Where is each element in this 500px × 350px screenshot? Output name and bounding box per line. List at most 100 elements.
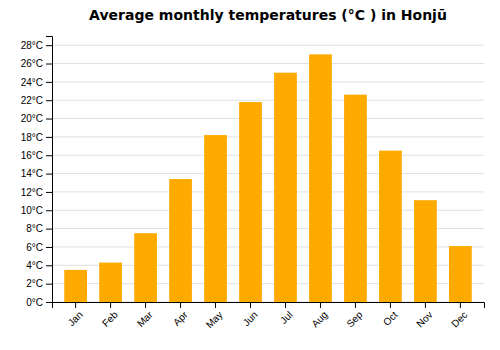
x-tick: Jan [66, 302, 85, 328]
bar [309, 54, 332, 302]
x-tick-label: Sep [344, 309, 365, 330]
grid-line [52, 118, 484, 119]
y-tick-mark [46, 284, 52, 285]
y-tick-mark [46, 229, 52, 230]
y-tick-mark [46, 45, 52, 46]
grid-line [52, 100, 484, 101]
y-tick: 22°C [21, 95, 52, 106]
y-tick-label: 8°C [26, 223, 43, 234]
plot: 0°C 2°C 4°C 6°C 8°C 10°C 12°C 14°C 16°C 18°C 20°C 2… [21, 37, 485, 331]
y-tick-mark [46, 155, 52, 156]
y-tick: 2°C [26, 278, 52, 289]
y-tick: 0°C [26, 297, 52, 308]
x-axis-line [53, 303, 485, 309]
x-tick: Aug [309, 302, 329, 329]
x-tick-mark [460, 302, 461, 308]
bar [239, 102, 262, 302]
y-tick-mark [46, 137, 52, 138]
x-tick: Jul [278, 302, 295, 326]
bar [414, 200, 437, 302]
bars [64, 54, 472, 302]
x-tick-label: Jun [241, 309, 260, 328]
y-tick-mark [46, 192, 52, 193]
x-tick-label: Oct [381, 309, 400, 328]
y-tick-label: 22°C [21, 95, 43, 106]
y-tick-mark [46, 64, 52, 65]
y-tick: 18°C [21, 132, 52, 143]
x-tick-label: Jul [278, 309, 295, 326]
x-tick-label: Nov [414, 309, 434, 329]
bar [99, 263, 122, 302]
x-tick-label: Jan [66, 309, 85, 328]
title: Average monthly temperatures (°C ) in Ho… [89, 7, 447, 23]
x-tick: Jun [241, 302, 260, 328]
grid-line [52, 45, 484, 46]
y-tick: 26°C [21, 58, 52, 69]
grid-line [52, 191, 484, 192]
y-tick-mark [46, 82, 52, 83]
bar [379, 151, 402, 302]
y-tick-label: 28°C [21, 40, 43, 51]
x-tick-mark [250, 302, 251, 308]
y-tick-label: 18°C [21, 132, 43, 143]
y-tick-mark [46, 119, 52, 120]
y-tick: 8°C [26, 223, 52, 234]
x-tick: Dec [449, 302, 469, 329]
y-tick: 16°C [21, 150, 52, 161]
x-tick: Oct [381, 302, 400, 328]
y-tick: 24°C [21, 77, 52, 88]
y-tick-label: 26°C [21, 58, 43, 69]
y-tick-label: 6°C [26, 242, 43, 253]
y-tick-label: 20°C [21, 113, 43, 124]
y-tick: 20°C [21, 113, 52, 124]
x-tick: Sep [344, 302, 365, 329]
x-tick-label: Dec [449, 309, 469, 329]
y-tick: 28°C [21, 40, 52, 51]
grid-line [52, 136, 484, 137]
y-tick-label: 2°C [26, 278, 43, 289]
x-tick: Nov [414, 302, 434, 329]
y-tick-label: 12°C [21, 187, 43, 198]
y-tick-mark [46, 174, 52, 175]
grid-line [52, 81, 484, 82]
x-tick-label: May [204, 309, 225, 330]
y-tick-label: 10°C [21, 205, 43, 216]
y-tick: 6°C [26, 242, 52, 253]
chart: 0°C 2°C 4°C 6°C 8°C 10°C 12°C 14°C 16°C 18°C 20°C 2… [0, 0, 500, 350]
y-tick-label: 16°C [21, 150, 43, 161]
x-tick: May [204, 302, 225, 330]
x-tick-label: Feb [100, 309, 120, 329]
y-tick-mark [46, 210, 52, 211]
x-tick-label: Apr [171, 309, 190, 328]
y-tick: 14°C [21, 168, 52, 179]
bar [274, 73, 297, 302]
bar [449, 246, 472, 302]
y-tick: 12°C [21, 187, 52, 198]
x-tick-label: Mar [135, 309, 155, 329]
x-tick-mark [145, 302, 146, 308]
bar [134, 233, 157, 302]
grid-line [52, 173, 484, 174]
y-tick-label: 14°C [21, 168, 43, 179]
x-tick-mark [355, 302, 356, 308]
x-tick: Mar [135, 302, 155, 329]
bar [344, 95, 367, 302]
y-tick-label: 0°C [26, 297, 43, 308]
x-tick-mark [320, 302, 321, 308]
x-tick-mark [75, 302, 76, 308]
x-tick-label: Aug [309, 309, 329, 329]
bar [204, 135, 227, 302]
x-tick-mark [285, 302, 286, 308]
x-tick-mark [215, 302, 216, 308]
y-tick-mark [46, 265, 52, 266]
x-tick: Apr [171, 302, 190, 328]
bar [64, 270, 87, 302]
y-tick: 10°C [21, 205, 52, 216]
x-tick-mark [110, 302, 111, 308]
y-tick-label: 4°C [26, 260, 43, 271]
x-tick: Feb [100, 302, 120, 329]
grid [52, 45, 484, 302]
bar [169, 179, 192, 302]
y-tick-label: 24°C [21, 77, 43, 88]
x-tick-mark [425, 302, 426, 308]
